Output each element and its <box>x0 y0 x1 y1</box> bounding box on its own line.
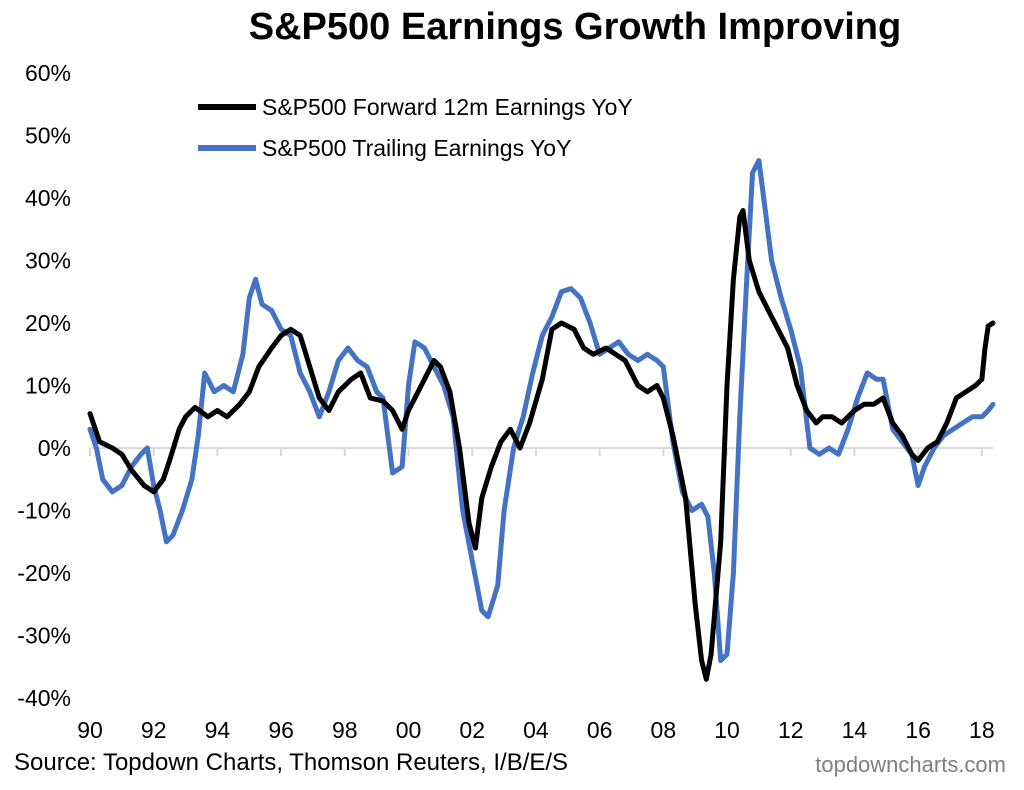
x-tick-label: 12 <box>778 717 804 743</box>
y-tick-label: 40% <box>25 185 71 211</box>
y-tick-label: 10% <box>25 373 71 399</box>
x-tick-label: 10 <box>714 717 740 743</box>
series-lines <box>87 158 996 682</box>
legend: S&P500 Forward 12m Earnings YoY S&P500 Tr… <box>198 94 633 161</box>
x-tick-label: 06 <box>587 717 613 743</box>
y-tick-label: 30% <box>25 248 71 274</box>
y-tick-label: 0% <box>38 435 71 461</box>
source-note: Source: Topdown Charts, Thomson Reuters,… <box>14 749 569 776</box>
x-tick-label: 94 <box>205 717 231 743</box>
chart-title: S&P500 Earnings Growth Improving <box>248 6 902 48</box>
y-tick-label: -30% <box>17 623 71 649</box>
legend-label: S&P500 Forward 12m Earnings YoY <box>262 94 633 120</box>
y-tick-label: 20% <box>25 310 71 336</box>
y-tick-label: 60% <box>25 60 71 86</box>
axes: 90 92 94 96 98 00 02 04 06 08 10 12 14 16 18 -40% -30% -2… <box>17 60 994 743</box>
x-tick-label: 92 <box>141 717 167 743</box>
x-tick-label: 98 <box>332 717 358 743</box>
x-tick-label: 96 <box>268 717 294 743</box>
y-tick-label: -10% <box>17 498 71 524</box>
x-tick-label: 16 <box>905 717 931 743</box>
x-tick-label: 18 <box>969 717 995 743</box>
y-tick-label: 50% <box>25 123 71 149</box>
legend-label: S&P500 Trailing Earnings YoY <box>262 135 571 161</box>
y-tick-label: -20% <box>17 560 71 586</box>
x-tick-label: 02 <box>459 717 485 743</box>
series-line <box>87 158 996 663</box>
x-tick-label: 00 <box>396 717 422 743</box>
brand-watermark: topdowncharts.com <box>815 752 1006 777</box>
x-tick-label: 04 <box>523 717 549 743</box>
x-tick-label: 90 <box>77 717 103 743</box>
x-tick-label: 14 <box>842 717 868 743</box>
series-line <box>87 208 996 682</box>
x-tick-label: 08 <box>651 717 677 743</box>
y-tick-label: -40% <box>17 685 71 711</box>
